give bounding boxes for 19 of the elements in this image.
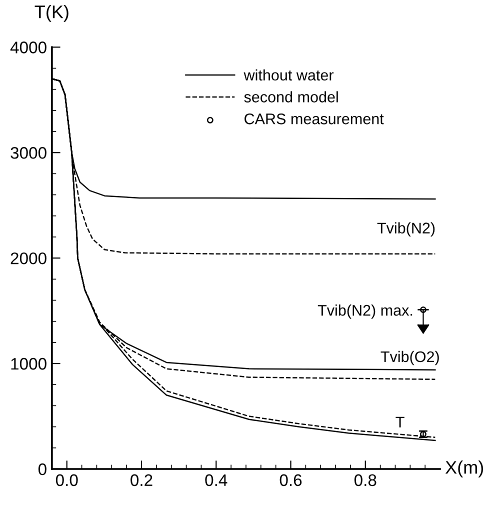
x-tick-label: 0.6 — [280, 474, 302, 486]
x-tick-label: 0.8 — [354, 474, 376, 486]
y-tick-label: 3000 — [10, 147, 46, 159]
annotation: Tvib(O2) — [380, 350, 439, 366]
y-tick-label: 0 — [38, 463, 46, 476]
x-tick-label: 0.4 — [205, 474, 228, 486]
x-tick-label: 0.0 — [56, 474, 78, 486]
x-axis-title: X(m) — [445, 460, 484, 478]
annotation: Tvib(N2) max. — [318, 304, 412, 319]
annotation: Tvib(N2) — [377, 222, 435, 236]
y-axis-title: T(K) — [34, 5, 68, 22]
y-tick-label: 4000 — [10, 42, 46, 54]
legend-label: CARS measurement — [244, 114, 384, 124]
y-tick-label: 1000 — [11, 358, 46, 370]
annotation: T — [396, 416, 404, 428]
legend-label: without water — [244, 69, 334, 81]
legend-label: second model — [244, 91, 338, 102]
x-tick-label: 0.2 — [130, 474, 152, 486]
y-tick-label: 2000 — [10, 252, 46, 264]
